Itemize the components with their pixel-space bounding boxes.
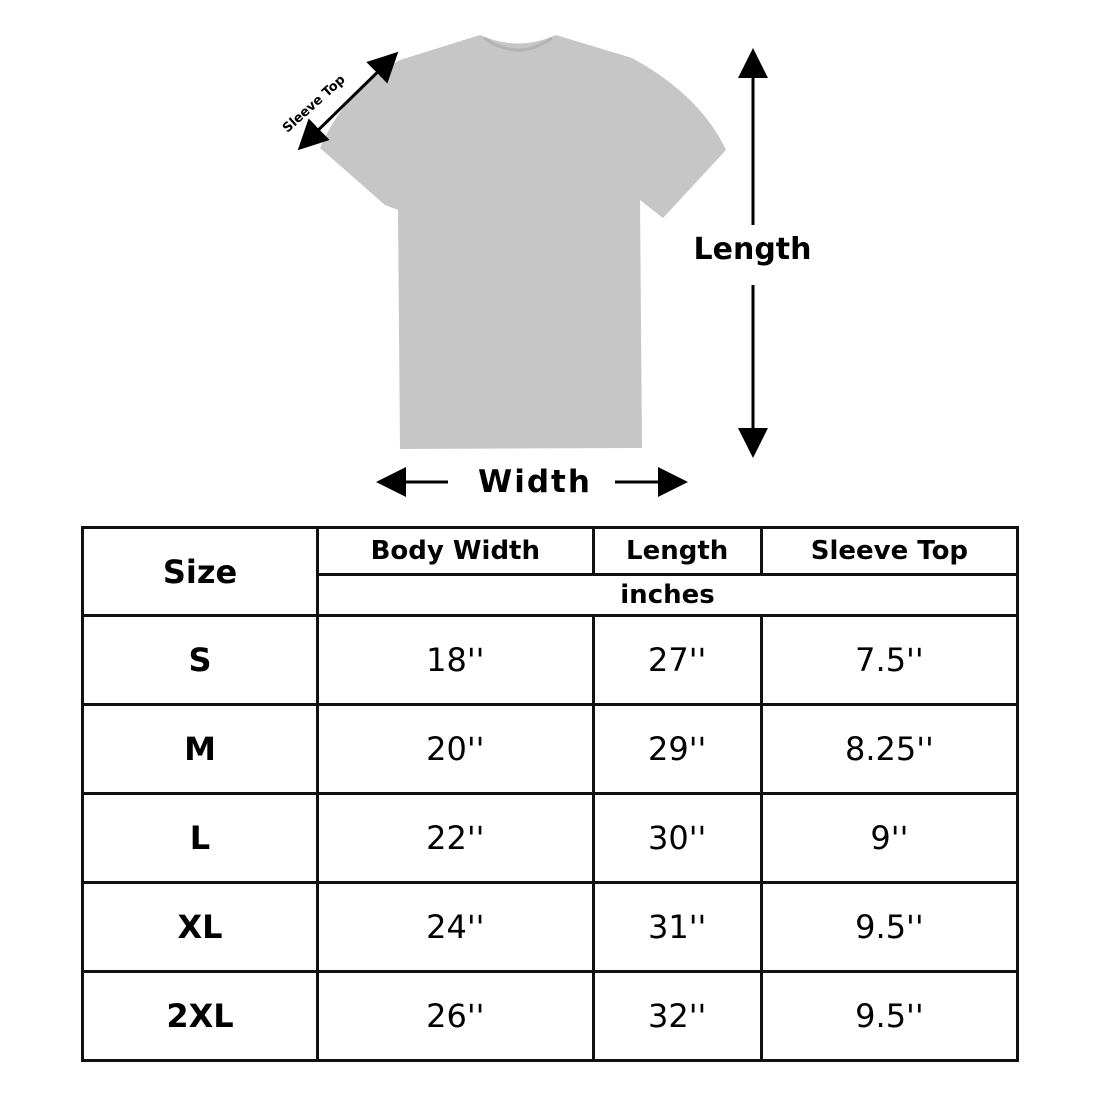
table-row: 2XL 26'' 32'' 9.5'' bbox=[81, 970, 1020, 1062]
measurement-cell: 29'' bbox=[591, 703, 763, 795]
measurement-cell: 8.25'' bbox=[759, 703, 1020, 795]
unit-label: inches bbox=[316, 573, 1019, 617]
measurement-cell: 24'' bbox=[316, 881, 595, 973]
size-chart-table: Size Body Width Length Sleeve Top inches… bbox=[81, 526, 1020, 1062]
column-header-body-width: Body Width bbox=[316, 526, 595, 576]
measurement-cell: 9.5'' bbox=[759, 881, 1020, 973]
width-label: Width bbox=[478, 464, 592, 500]
measurement-cell: 9.5'' bbox=[759, 970, 1020, 1062]
size-cell: XL bbox=[81, 881, 319, 973]
measurement-cell: 26'' bbox=[316, 970, 595, 1062]
column-header-length: Length bbox=[591, 526, 763, 576]
measurement-cell: 9'' bbox=[759, 792, 1020, 884]
table-row: M 20'' 29'' 8.25'' bbox=[81, 703, 1020, 795]
measurement-cell: 20'' bbox=[316, 703, 595, 795]
size-cell: S bbox=[81, 614, 319, 706]
measurement-cell: 18'' bbox=[316, 614, 595, 706]
length-label: Length bbox=[693, 232, 812, 267]
tshirt-image bbox=[320, 35, 726, 449]
measurement-cell: 30'' bbox=[591, 792, 763, 884]
sleeve-top-arrow bbox=[297, 51, 399, 151]
tshirt-diagram bbox=[297, 35, 768, 497]
column-header-sleeve-top: Sleeve Top bbox=[759, 526, 1020, 576]
measurement-cell: 7.5'' bbox=[759, 614, 1020, 706]
table-row: L 22'' 30'' 9'' bbox=[81, 792, 1020, 884]
table-row: XL 24'' 31'' 9.5'' bbox=[81, 881, 1020, 973]
size-header: Size bbox=[81, 526, 319, 617]
size-cell: L bbox=[81, 792, 319, 884]
measurement-cell: 27'' bbox=[591, 614, 763, 706]
size-cell: 2XL bbox=[81, 970, 319, 1062]
table-row: S 18'' 27'' 7.5'' bbox=[81, 614, 1020, 706]
measurement-cell: 22'' bbox=[316, 792, 595, 884]
measurement-cell: 31'' bbox=[591, 881, 763, 973]
measurement-cell: 32'' bbox=[591, 970, 763, 1062]
size-cell: M bbox=[81, 703, 319, 795]
